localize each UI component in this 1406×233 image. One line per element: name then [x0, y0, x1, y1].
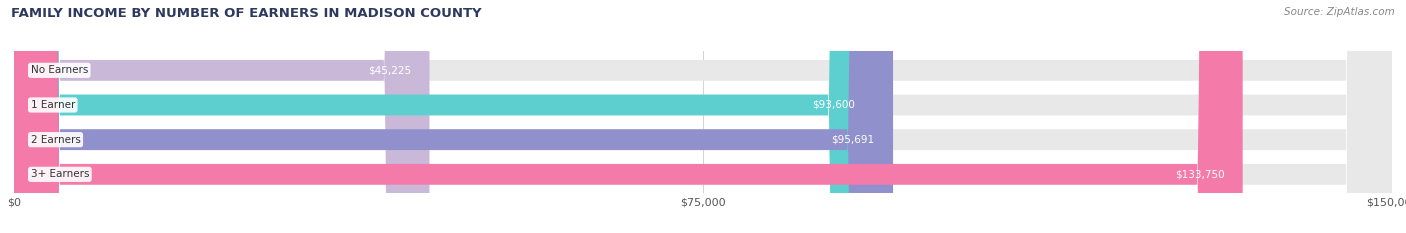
Text: No Earners: No Earners — [31, 65, 89, 75]
FancyBboxPatch shape — [14, 0, 1392, 233]
Text: 3+ Earners: 3+ Earners — [31, 169, 89, 179]
Text: 2 Earners: 2 Earners — [31, 135, 80, 145]
Text: FAMILY INCOME BY NUMBER OF EARNERS IN MADISON COUNTY: FAMILY INCOME BY NUMBER OF EARNERS IN MA… — [11, 7, 482, 20]
Text: $133,750: $133,750 — [1174, 169, 1225, 179]
Text: $45,225: $45,225 — [368, 65, 411, 75]
FancyBboxPatch shape — [14, 0, 1392, 233]
FancyBboxPatch shape — [14, 0, 429, 233]
Text: 1 Earner: 1 Earner — [31, 100, 75, 110]
Text: $95,691: $95,691 — [831, 135, 875, 145]
FancyBboxPatch shape — [14, 0, 1392, 233]
FancyBboxPatch shape — [14, 0, 1243, 233]
FancyBboxPatch shape — [14, 0, 893, 233]
Text: $93,600: $93,600 — [813, 100, 855, 110]
Text: Source: ZipAtlas.com: Source: ZipAtlas.com — [1284, 7, 1395, 17]
FancyBboxPatch shape — [14, 0, 1392, 233]
FancyBboxPatch shape — [14, 0, 875, 233]
